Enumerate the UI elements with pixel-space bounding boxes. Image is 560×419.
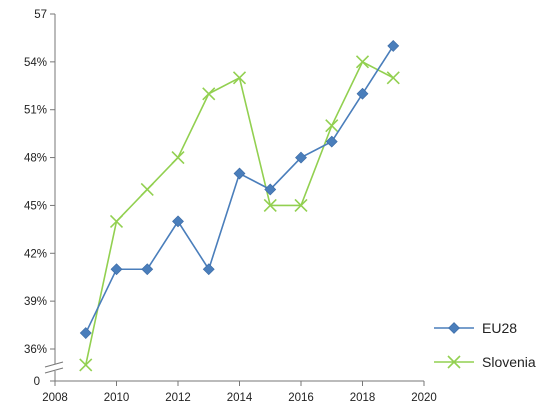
data-point <box>172 215 184 228</box>
x-tick-label: 2012 <box>165 392 191 404</box>
x-tick-label: 2008 <box>42 392 68 404</box>
legend-entry-eu28: EU28 <box>434 320 517 336</box>
data-point <box>233 167 246 180</box>
y-tick-label: 48% <box>24 153 47 165</box>
x-tick-label: 2016 <box>288 392 314 404</box>
data-point <box>202 263 215 276</box>
y-tick-label: 57 <box>34 9 47 21</box>
data-point <box>325 135 338 148</box>
data-point <box>264 183 277 196</box>
data-point <box>263 198 277 212</box>
data-point <box>232 71 247 85</box>
data-point <box>140 182 154 197</box>
legend: EU28 Slovenia <box>434 320 536 370</box>
y-tick-label: 39% <box>24 296 47 308</box>
data-point <box>386 71 400 85</box>
x-tick-label: 2010 <box>104 392 130 404</box>
x-tick-label: 2020 <box>411 392 437 404</box>
data-point <box>110 263 123 276</box>
data-point <box>387 39 400 52</box>
data-point <box>171 151 185 165</box>
data-point <box>295 151 307 164</box>
legend-label: Slovenia <box>482 354 536 370</box>
data-point <box>141 263 154 276</box>
x-tick-label: 2018 <box>350 392 376 404</box>
legend-marker <box>448 322 460 334</box>
y-origin-label: 0 <box>34 376 40 388</box>
y-tick-label: 45% <box>24 200 47 212</box>
data-point <box>202 87 216 101</box>
axis-break-mark <box>44 361 64 374</box>
legend-label: EU28 <box>482 320 517 336</box>
x-tick-label: 2014 <box>227 392 253 404</box>
legend-marker <box>447 355 461 369</box>
series-layer <box>79 39 400 372</box>
series-eu28 <box>79 39 400 339</box>
y-tick-label: 54% <box>24 57 47 69</box>
y-tick-label: 42% <box>24 248 47 260</box>
series-slovenia <box>79 55 400 372</box>
series-line <box>85 45 394 334</box>
data-point <box>356 87 369 100</box>
y-tick-label: 51% <box>24 105 47 117</box>
data-point <box>325 119 339 133</box>
data-point <box>79 358 93 372</box>
y-tick-label: 36% <box>24 344 47 356</box>
data-point <box>79 327 92 339</box>
legend-entry-slovenia: Slovenia <box>434 354 536 370</box>
data-point <box>355 55 370 69</box>
series-line <box>84 60 394 366</box>
data-point <box>294 198 308 212</box>
data-point <box>109 214 124 228</box>
